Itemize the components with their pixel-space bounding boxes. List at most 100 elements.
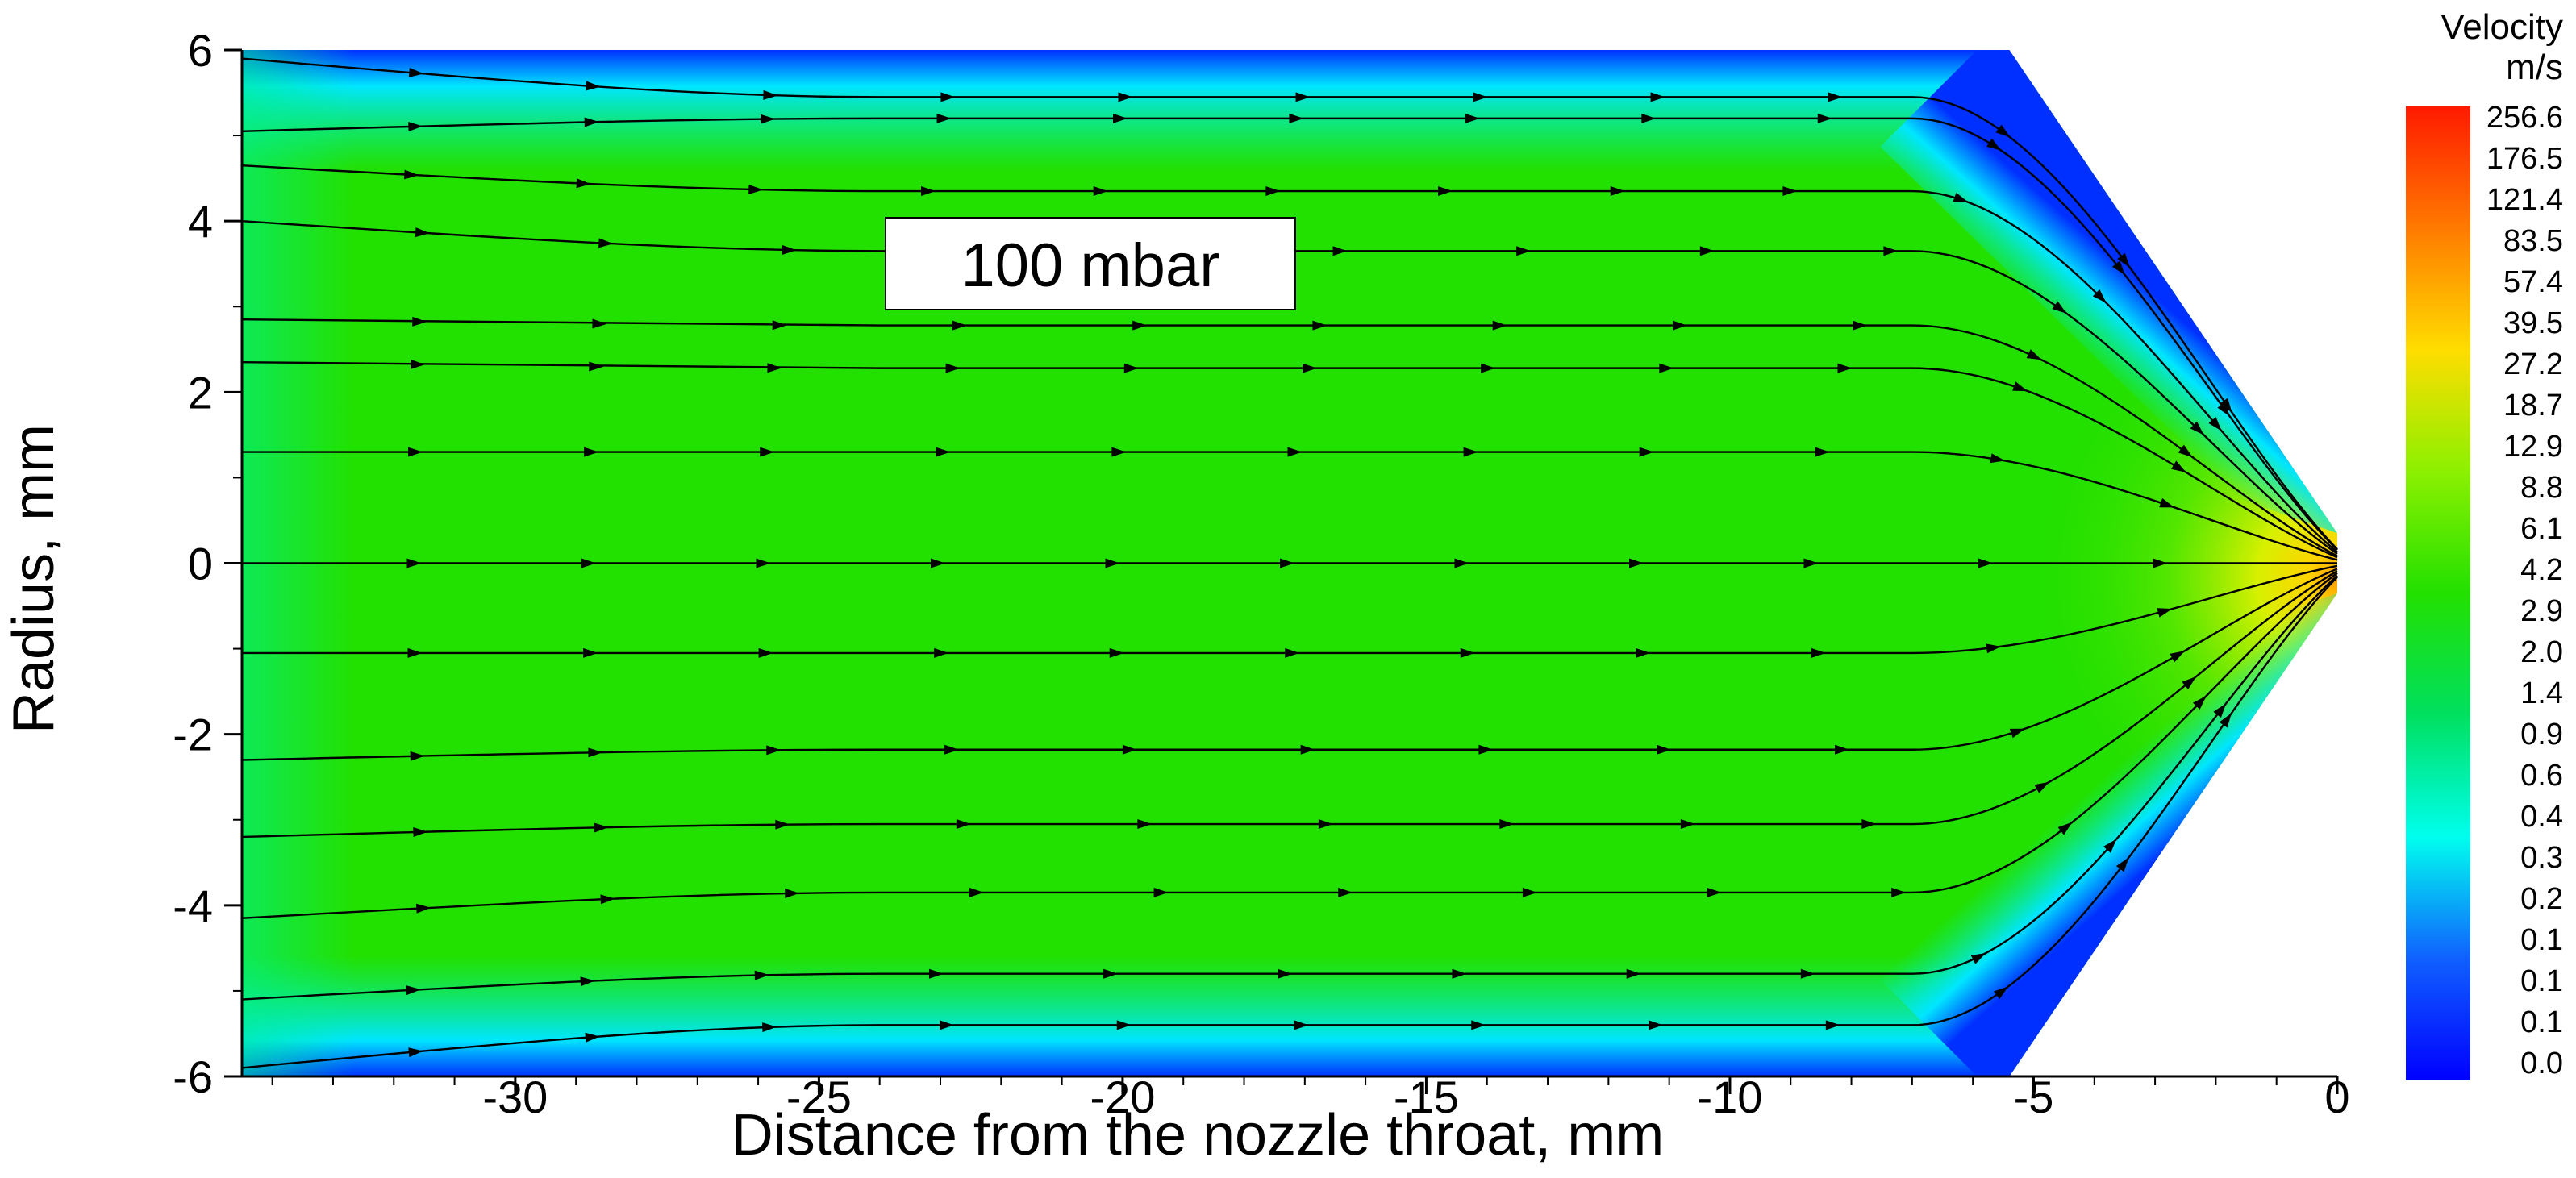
x-tick-label: -25	[786, 1072, 852, 1122]
streamline-arrow	[934, 647, 949, 658]
streamline-arrow	[1970, 952, 1986, 964]
streamline-arrow	[576, 178, 591, 189]
streamline-arrow	[1471, 1020, 1486, 1030]
streamline	[241, 574, 2338, 1001]
streamline-arrow	[754, 970, 769, 980]
streamline	[241, 451, 2338, 561]
streamline-arrow	[1295, 92, 1311, 102]
streamline	[241, 568, 2338, 761]
streamline-arrow	[1093, 186, 1108, 197]
streamline-arrow	[589, 361, 604, 372]
y-axis-label: Radius, mm	[2, 424, 66, 734]
streamline-arrow	[410, 751, 425, 761]
colorbar-label: 0.3	[2520, 841, 2563, 875]
streamline-arrow	[2159, 497, 2175, 508]
streamline-arrow	[921, 186, 936, 197]
streamline-arrow	[2034, 781, 2050, 793]
colorbar-label: 83.5	[2503, 224, 2563, 258]
colorbar-label: 0.1	[2520, 964, 2563, 998]
streamline-arrow	[936, 113, 952, 123]
colorbar-labels: 256.6 176.5 121.4 83.5 57.4 39.5 27.2 18.7 12.9 8…	[2486, 101, 2563, 1080]
streamline-arrow	[588, 747, 603, 758]
streamline	[241, 57, 2338, 550]
streamline-arrow	[1699, 246, 1715, 256]
streamline-arrow	[1103, 968, 1119, 979]
streamline	[241, 318, 2338, 557]
streamline-arrow	[2057, 822, 2073, 835]
y-tick-label: 4	[188, 196, 213, 247]
streamline-arrow	[2157, 608, 2173, 618]
field-bottom-wall-layer	[242, 955, 2058, 1076]
field-cone-upper-wall	[1880, 50, 2337, 534]
streamline-arrow	[767, 363, 782, 373]
streamline-arrow	[1990, 453, 2006, 464]
streamline-arrow	[1853, 320, 1868, 331]
streamline-arrow	[598, 238, 614, 248]
streamline-arrow	[2115, 857, 2129, 872]
streamline-arrow	[581, 558, 596, 568]
streamline-arrow	[1995, 124, 2011, 138]
streamline-arrow	[1986, 643, 2002, 654]
streamline-arrow	[1113, 113, 1128, 123]
streamline-arrow	[1825, 1020, 1840, 1030]
colorbar-label: 2.9	[2520, 594, 2563, 628]
colorbar-label: 0.0	[2520, 1047, 2563, 1080]
streamline-arrow	[1657, 744, 1672, 755]
streamline-arrow	[1782, 186, 1798, 197]
streamline-arrow	[416, 903, 431, 914]
streamline-arrow	[1828, 92, 1843, 102]
x-axis-label: Distance from the nozzle throat, mm	[732, 1103, 1664, 1168]
streamline-arrow	[1817, 113, 1832, 123]
streamline-arrow	[413, 827, 428, 838]
streamline-arrow	[1116, 1020, 1132, 1030]
streamline-arrow	[2208, 417, 2222, 431]
streamline-arrow	[408, 122, 423, 132]
streamline-arrow	[748, 184, 764, 194]
x-tick-label: -20	[1090, 1072, 1155, 1122]
streamline-arrow	[1454, 558, 1469, 568]
colorbar-label: 176.5	[2486, 142, 2563, 176]
colorbar-label: 256.6	[2486, 101, 2563, 135]
colorbar-label: 1.4	[2520, 676, 2563, 710]
streamline-arrow	[2111, 260, 2125, 276]
colorbar-label: 57.4	[2503, 265, 2563, 299]
streamline-arrow	[945, 363, 961, 373]
y-tick-label: 6	[188, 25, 213, 76]
streamline-arrow	[1815, 447, 1830, 457]
streamline	[241, 570, 2338, 839]
streamline-arrow	[1122, 744, 1137, 755]
streamline	[241, 361, 2338, 559]
streamline-arrow	[2219, 713, 2232, 728]
y-tick-label: 0	[188, 539, 213, 589]
streamline-arrow	[969, 887, 984, 897]
streamline-arrow	[1803, 558, 1819, 568]
streamline-arrow	[1636, 647, 1651, 658]
x-tick-label: -15	[1394, 1072, 1459, 1122]
streamline-arrow	[1641, 113, 1657, 123]
streamline-arrow	[2171, 460, 2186, 472]
streamline-arrow	[940, 92, 956, 102]
streamline-arrow	[2052, 301, 2067, 314]
streamline-arrow	[931, 558, 945, 568]
streamline-arrow	[1111, 447, 1127, 457]
streamline-arrow	[1649, 1020, 1664, 1030]
colorbar-title: Velocity	[2441, 7, 2563, 47]
x-tick-label: -30	[482, 1072, 548, 1122]
streamline-arrow	[2026, 349, 2042, 360]
streamline-arrow	[584, 447, 599, 457]
y-tick-label: -2	[173, 710, 213, 760]
streamline-arrow	[1994, 986, 2009, 1000]
y-axis-ticks: 6 4 2 0 -2 -4 -6	[173, 25, 242, 1102]
streamline-arrow	[761, 114, 776, 124]
y-tick-label: 2	[188, 367, 213, 418]
streamline-arrow	[944, 744, 960, 755]
y-tick-label: -4	[173, 880, 213, 931]
streamline-arrow	[404, 169, 419, 180]
streamline-arrow	[600, 894, 615, 905]
streamline-arrow	[2012, 381, 2028, 392]
annotation-label: 100 mbar	[961, 231, 1219, 300]
streamline-arrow	[1478, 744, 1494, 755]
colorbar-label: 8.8	[2520, 471, 2563, 505]
streamline-arrow	[1105, 558, 1120, 568]
